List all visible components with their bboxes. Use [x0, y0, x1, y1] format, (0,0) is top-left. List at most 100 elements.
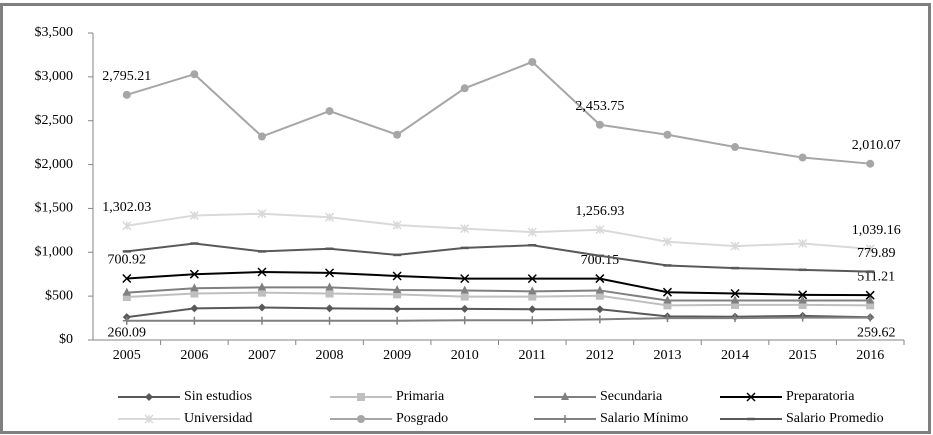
- point: [325, 212, 335, 222]
- point: [325, 316, 334, 325]
- point: [595, 305, 604, 314]
- point: [528, 305, 537, 314]
- legend-label: Preparatoria: [786, 389, 855, 404]
- point: [460, 84, 469, 93]
- x-tick-label: 2012: [586, 348, 614, 363]
- data-label: 259.62: [857, 325, 896, 340]
- point: [730, 241, 740, 251]
- point: [663, 301, 672, 310]
- point: [392, 220, 402, 230]
- point: [798, 295, 807, 304]
- data-label: 2,010.07: [852, 138, 901, 153]
- legend-marker: [746, 392, 756, 402]
- point: [460, 292, 469, 301]
- y-tick-label: $2,000: [35, 157, 74, 172]
- point: [325, 268, 335, 278]
- legend-label: Salario Mínimo: [600, 411, 688, 426]
- point: [731, 314, 740, 323]
- point: [122, 287, 131, 296]
- point: [122, 273, 132, 284]
- point: [190, 304, 199, 313]
- legend-label: Universidad: [184, 411, 252, 426]
- data-label: 1,039.16: [852, 223, 901, 238]
- legend-marker: [561, 415, 569, 423]
- point: [527, 274, 537, 284]
- point: [866, 313, 875, 322]
- point: [731, 295, 740, 304]
- point: [257, 267, 267, 277]
- legend-label: Salario Promedio: [786, 411, 884, 426]
- point: [798, 153, 807, 162]
- point: [393, 304, 402, 313]
- legend-marker: [561, 392, 569, 400]
- point: [190, 70, 199, 79]
- series-line: [126, 242, 871, 273]
- point: [460, 224, 470, 234]
- point: [190, 289, 199, 298]
- point: [393, 130, 402, 139]
- data-label: 2,453.75: [575, 99, 624, 114]
- legend-label: Primaria: [396, 389, 445, 404]
- point: [527, 227, 537, 237]
- point: [460, 316, 469, 325]
- point: [393, 316, 402, 325]
- point: [122, 221, 132, 231]
- y-tick-label: $1,000: [35, 245, 74, 260]
- point: [528, 316, 537, 325]
- point: [866, 295, 875, 304]
- y-tick-label: $3,000: [35, 69, 74, 84]
- series-line: [126, 60, 871, 165]
- point: [528, 292, 537, 301]
- point: [460, 274, 470, 284]
- point: [595, 120, 604, 129]
- point: [731, 300, 740, 309]
- x-tick-label: 2011: [519, 348, 546, 363]
- legend-label: Sin estudios: [184, 389, 252, 404]
- point: [392, 271, 402, 281]
- y-tick-label: $0: [59, 332, 73, 347]
- point: [866, 159, 875, 168]
- x-tick-label: 2013: [653, 348, 681, 363]
- point: [595, 291, 604, 300]
- point: [257, 316, 266, 325]
- x-tick-label: 2006: [180, 348, 208, 363]
- series-line: [126, 271, 871, 297]
- point: [595, 274, 605, 284]
- point: [189, 210, 199, 220]
- data-label: 511.21: [857, 269, 895, 284]
- series-line: [126, 316, 871, 322]
- chart-frame: [0, 3, 931, 434]
- point: [257, 209, 267, 219]
- legend-marker: [144, 414, 154, 424]
- legend-label: Secundaria: [600, 389, 663, 404]
- point: [325, 289, 334, 298]
- point: [798, 300, 807, 309]
- data-label: 700.92: [108, 253, 147, 268]
- y-tick-label: $2,500: [35, 113, 74, 128]
- point: [122, 293, 131, 302]
- legend-marker: [357, 415, 365, 423]
- legend-marker: [357, 393, 365, 401]
- y-tick-label: $3,500: [35, 25, 74, 40]
- point: [798, 238, 808, 249]
- point: [798, 313, 807, 322]
- point: [662, 287, 672, 297]
- point: [257, 288, 266, 297]
- y-tick-label: $500: [45, 288, 73, 303]
- point: [257, 132, 266, 141]
- series-line: [126, 212, 871, 250]
- x-tick-label: 2007: [248, 348, 276, 363]
- series-line: [126, 306, 871, 319]
- x-tick-label: 2009: [383, 348, 411, 363]
- x-tick-label: 2015: [789, 348, 817, 363]
- point: [595, 285, 604, 294]
- point: [730, 288, 740, 299]
- point: [866, 301, 875, 310]
- y-tick-label: $1,500: [35, 201, 74, 216]
- point: [595, 225, 605, 235]
- point: [798, 290, 808, 300]
- point: [663, 314, 672, 323]
- point: [663, 295, 672, 304]
- x-tick-label: 2016: [856, 348, 884, 363]
